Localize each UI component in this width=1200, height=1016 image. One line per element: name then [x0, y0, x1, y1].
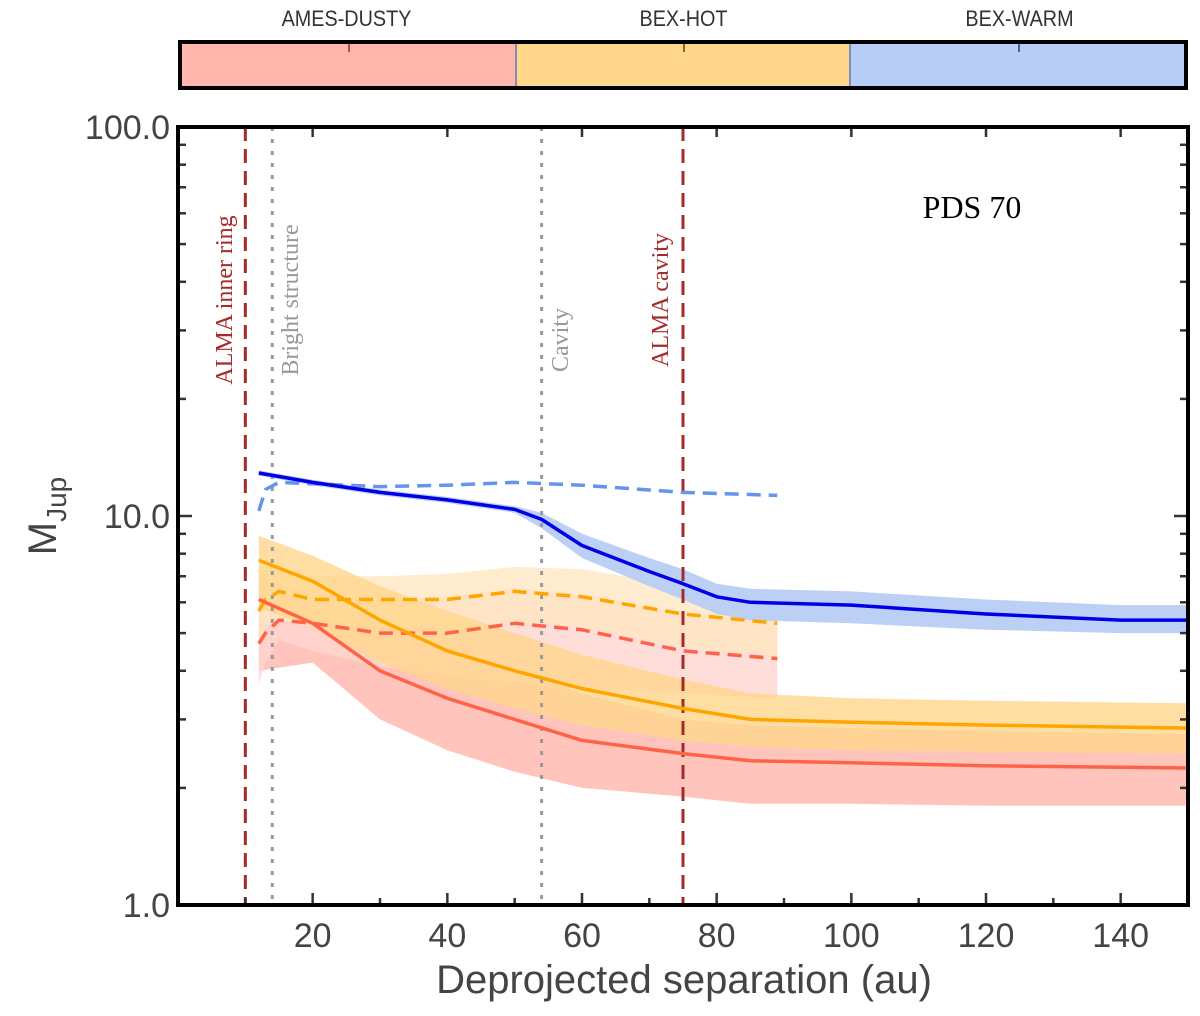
y-tick-label: 10.0: [104, 498, 170, 536]
legend-label-bex-warm: BEX-WARM: [965, 6, 1074, 31]
y-tick-label: 100.0: [85, 109, 170, 147]
x-tick-label: 100: [823, 917, 880, 955]
legend-tick: [1017, 44, 1020, 52]
series-line-ames-dusty-solid: [258, 597, 1188, 770]
legend-tick: [348, 44, 351, 52]
legend-tick: [683, 44, 685, 52]
vline-label-bright-structure: Bright structure: [278, 224, 304, 375]
svg-text:MJup: MJup: [21, 477, 72, 555]
legend-swatch-ames-dusty: [182, 44, 515, 86]
y-axis-label: MJup: [21, 477, 72, 555]
band-bex-hot-solid: [258, 535, 1188, 754]
vline-label-alma-cavity: ALMA cavity: [648, 233, 674, 367]
target-annotation: PDS 70: [923, 189, 1022, 225]
vline-label-alma-inner-ring: ALMA inner ring: [212, 215, 238, 384]
plot-frame: [176, 125, 1190, 907]
x-tick-label: 20: [294, 917, 332, 955]
series-line-bex-warm-dashed: [257, 480, 778, 512]
y-tick-label: 1.0: [123, 887, 170, 925]
series-line-bex-hot-solid: [258, 558, 1188, 730]
series-line-ames-dusty-dashed: [257, 618, 778, 661]
x-tick-label: 60: [563, 917, 601, 955]
x-tick-label: 120: [958, 917, 1015, 955]
y-axis-label-main: M: [21, 522, 65, 555]
legend-label-ames-dusty: AMES-DUSTY: [281, 6, 412, 31]
series-line-bex-warm-solid: [258, 471, 1188, 622]
vline-label-cavity: Cavity: [548, 308, 574, 372]
x-tick-label: 40: [428, 917, 466, 955]
x-tick-label: 140: [1092, 917, 1149, 955]
legend-swatch-bex-warm: [849, 44, 1185, 86]
model-legend-bar: [178, 40, 1188, 90]
y-axis-label-sub: Jup: [41, 477, 72, 522]
series-line-bex-hot-dashed: [257, 589, 778, 626]
legend-swatch-bex-hot: [514, 44, 850, 86]
x-tick-label: 80: [698, 917, 736, 955]
band-bex-hot-dashed: [258, 566, 778, 655]
legend-label-bex-hot: BEX-HOT: [639, 6, 728, 31]
x-axis-label: Deprojected separation (au): [436, 958, 932, 1002]
